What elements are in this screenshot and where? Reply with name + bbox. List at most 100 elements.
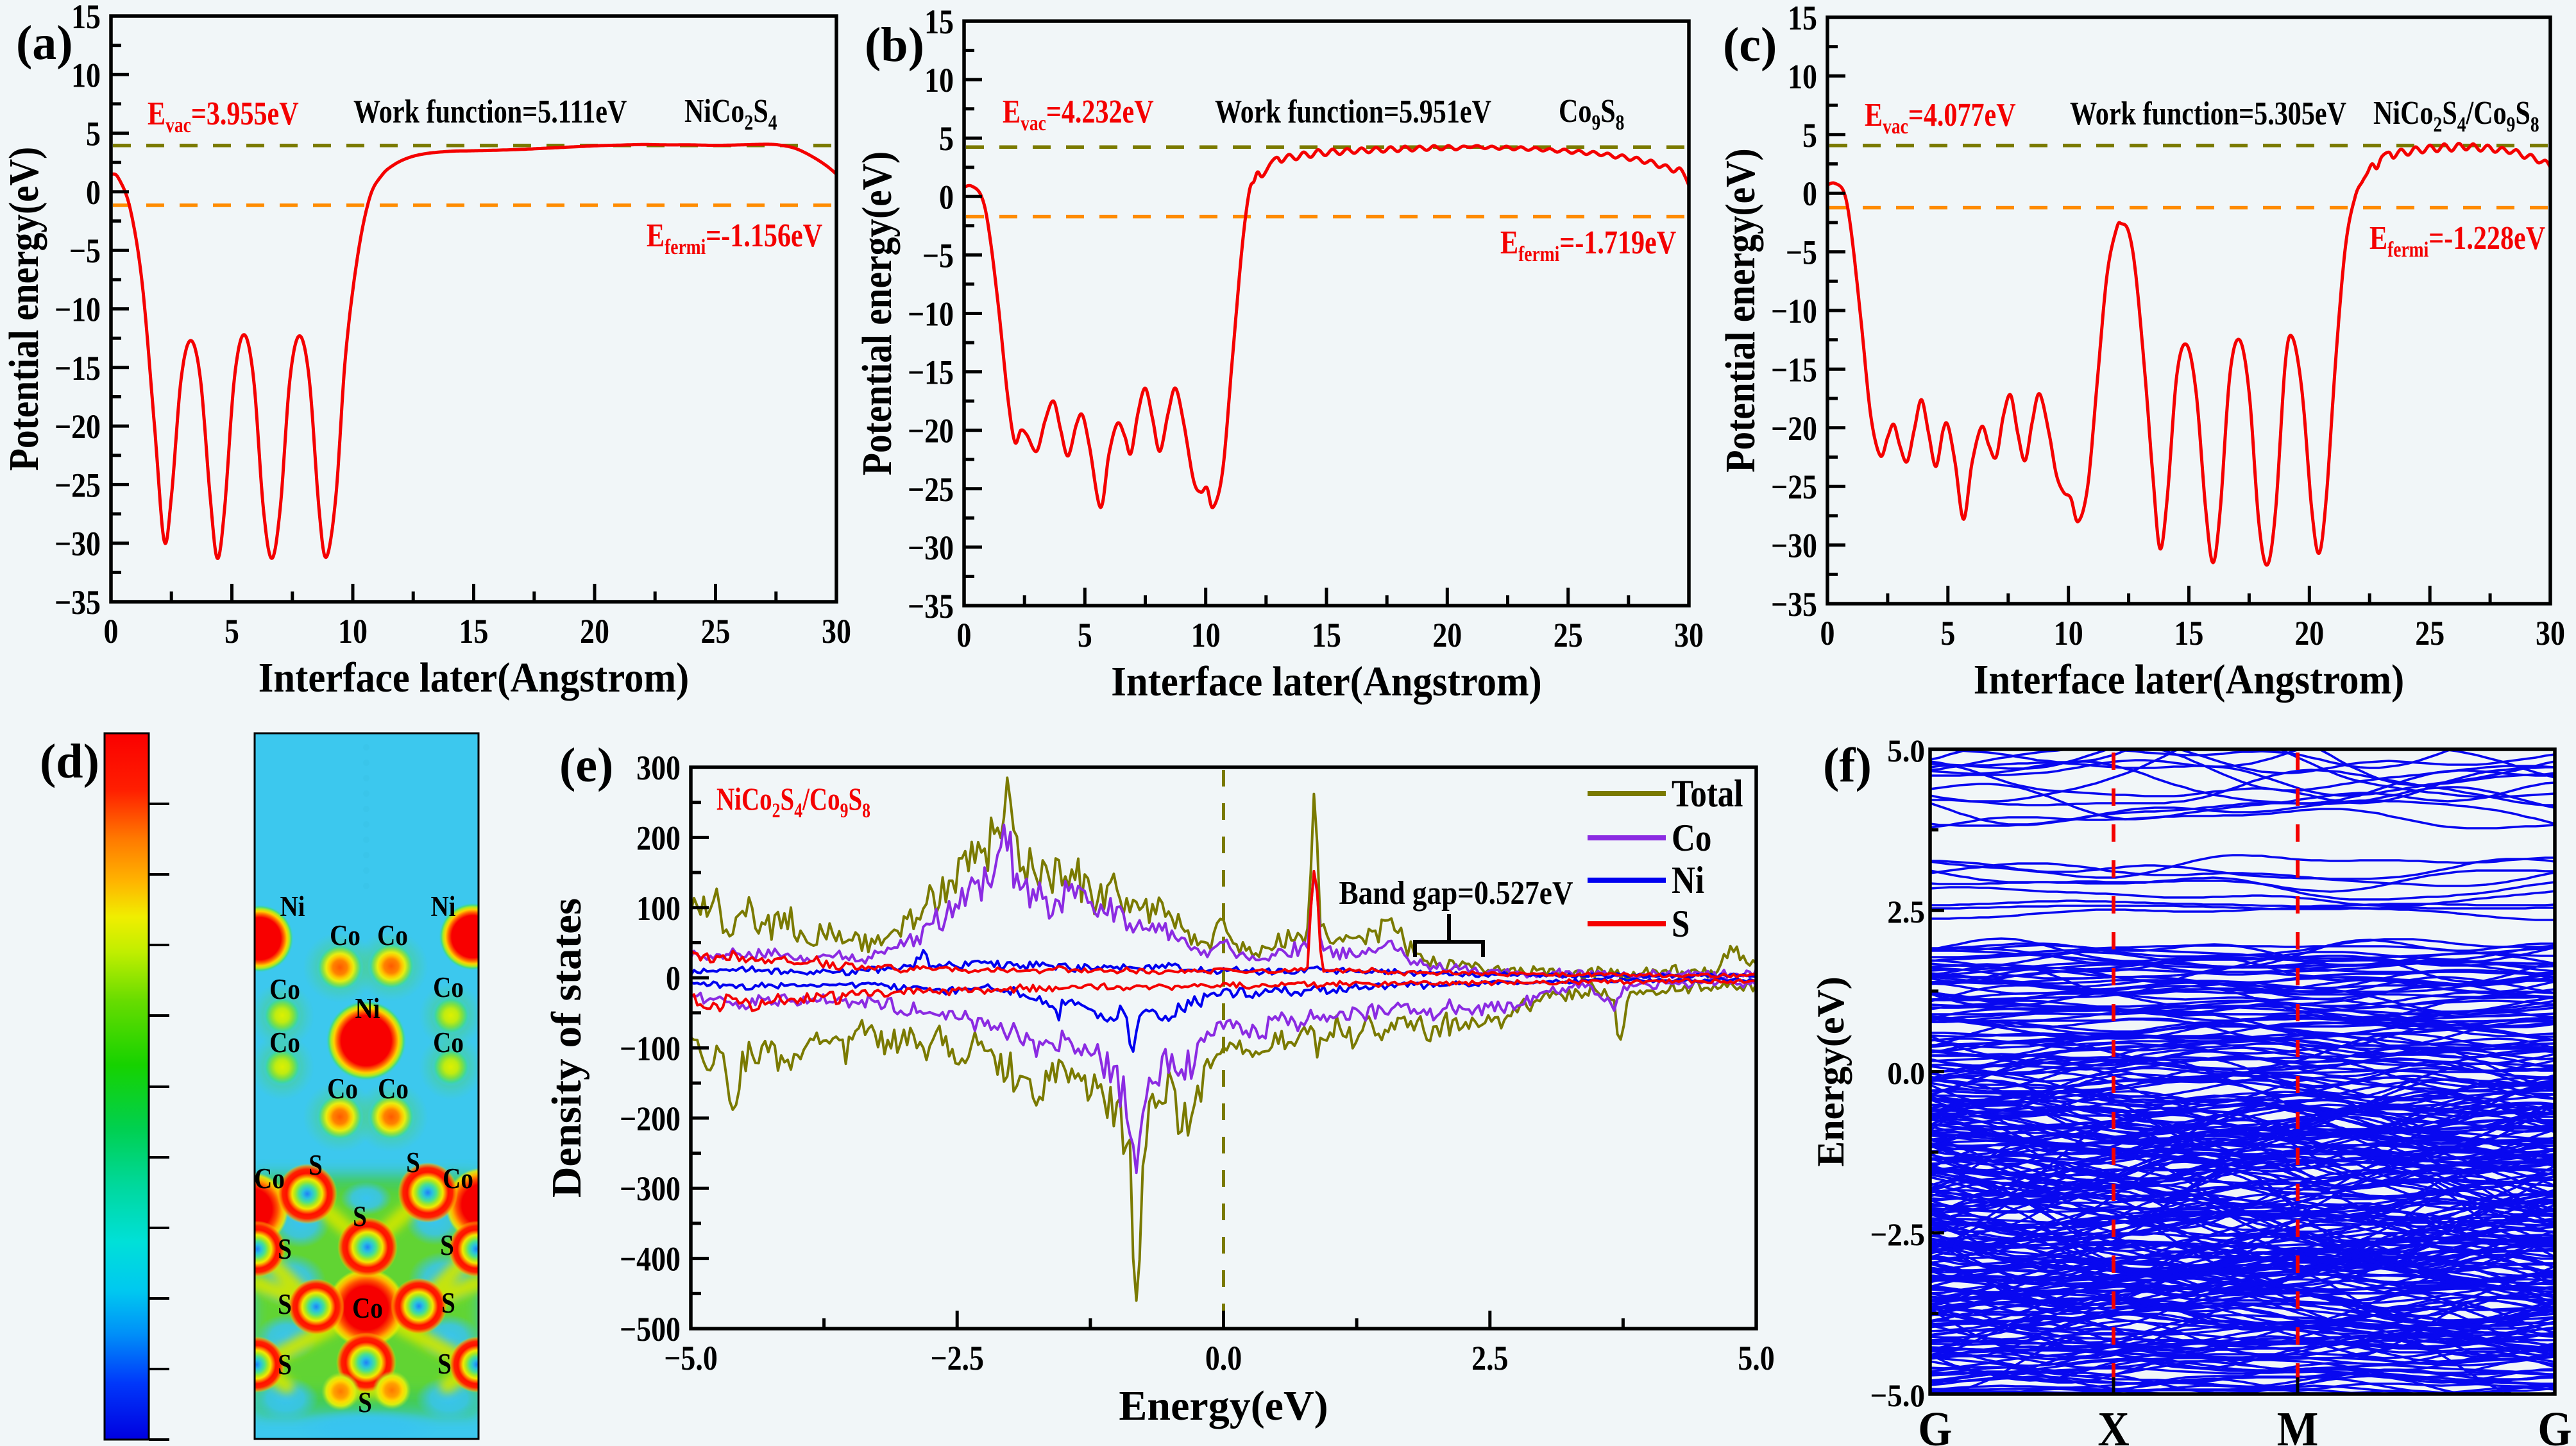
svg-text:Co: Co <box>327 1073 358 1105</box>
svg-text:(c): (c) <box>1723 18 1777 72</box>
svg-text:Energy(eV): Energy(eV) <box>1119 1382 1328 1429</box>
svg-text:−20: −20 <box>55 407 101 446</box>
svg-text:0: 0 <box>666 959 681 998</box>
svg-text:−30: −30 <box>908 528 954 566</box>
svg-text:−5.0: −5.0 <box>1870 1379 1925 1414</box>
svg-text:20: 20 <box>2294 614 2324 652</box>
svg-text:10: 10 <box>924 61 954 99</box>
svg-text:−5: −5 <box>922 236 954 275</box>
svg-text:X: X <box>2097 1402 2129 1446</box>
svg-text:−5: −5 <box>1786 233 1817 271</box>
svg-text:0: 0 <box>939 178 954 216</box>
svg-text:Co: Co <box>269 973 300 1006</box>
svg-text:5: 5 <box>1078 616 1092 654</box>
svg-text:Co: Co <box>433 1026 464 1059</box>
svg-text:S: S <box>358 1386 372 1419</box>
svg-text:Band gap=0.527eV: Band gap=0.527eV <box>1339 874 1573 912</box>
svg-text:−10: −10 <box>908 294 954 333</box>
svg-text:−25: −25 <box>55 466 101 504</box>
svg-text:15: 15 <box>924 3 954 41</box>
svg-text:5.0: 5.0 <box>1738 1339 1774 1377</box>
svg-text:Ni: Ni <box>355 992 380 1025</box>
svg-text:Co: Co <box>433 971 464 1004</box>
svg-text:10: 10 <box>2054 614 2083 652</box>
svg-text:−15: −15 <box>1771 350 1817 389</box>
svg-text:0: 0 <box>86 173 101 211</box>
svg-text:10: 10 <box>338 612 368 651</box>
svg-text:15: 15 <box>2174 614 2204 652</box>
svg-text:S: S <box>309 1149 323 1182</box>
svg-text:−2.5: −2.5 <box>930 1339 984 1377</box>
svg-text:−300: −300 <box>620 1170 681 1208</box>
svg-text:(f): (f) <box>1823 738 1872 792</box>
svg-text:Density of states: Density of states <box>544 898 590 1198</box>
svg-text:Evac=4.232eV: Evac=4.232eV <box>1003 94 1154 135</box>
svg-text:20: 20 <box>1432 616 1462 654</box>
svg-text:0.0: 0.0 <box>1887 1056 1925 1091</box>
svg-text:Energy(eV): Energy(eV) <box>1809 976 1852 1167</box>
svg-text:Evac=4.077eV: Evac=4.077eV <box>1865 97 2016 139</box>
svg-text:Evac=3.955eV: Evac=3.955eV <box>148 96 299 137</box>
svg-text:S: S <box>406 1146 420 1179</box>
svg-text:−100: −100 <box>620 1029 681 1067</box>
svg-text:0: 0 <box>104 612 119 651</box>
svg-text:10: 10 <box>1788 57 1817 96</box>
svg-text:−20: −20 <box>1771 409 1817 447</box>
svg-text:−35: −35 <box>908 587 954 625</box>
svg-text:−15: −15 <box>55 348 101 387</box>
svg-text:20: 20 <box>580 612 609 651</box>
svg-text:Potential energy(eV): Potential energy(eV) <box>1 147 47 471</box>
svg-text:S: S <box>278 1288 292 1321</box>
svg-text:2.5: 2.5 <box>1471 1339 1508 1377</box>
svg-text:−30: −30 <box>1771 526 1817 565</box>
svg-text:(a): (a) <box>16 16 73 70</box>
svg-text:15: 15 <box>459 612 489 651</box>
svg-text:5: 5 <box>86 114 101 153</box>
svg-text:−25: −25 <box>908 470 954 508</box>
svg-text:0: 0 <box>1820 614 1835 652</box>
svg-text:5: 5 <box>225 612 239 651</box>
svg-text:Efermi=-1.719eV: Efermi=-1.719eV <box>1500 225 1676 266</box>
svg-text:30: 30 <box>822 612 851 651</box>
svg-text:−200: −200 <box>620 1099 681 1137</box>
svg-text:(b): (b) <box>865 18 924 72</box>
svg-text:(e): (e) <box>559 738 613 792</box>
svg-text:Potential energy(eV): Potential energy(eV) <box>1717 148 1764 472</box>
svg-text:−15: −15 <box>908 353 954 391</box>
svg-text:5: 5 <box>1802 115 1817 154</box>
svg-text:NiCo2S4/Co9S8: NiCo2S4/Co9S8 <box>2373 95 2539 137</box>
svg-text:10: 10 <box>1191 616 1221 654</box>
svg-text:25: 25 <box>2415 614 2445 652</box>
svg-text:S: S <box>437 1348 452 1381</box>
svg-text:Co: Co <box>443 1162 473 1195</box>
svg-text:−25: −25 <box>1771 468 1817 506</box>
svg-text:M: M <box>2277 1402 2319 1446</box>
svg-text:−30: −30 <box>55 524 101 563</box>
svg-text:NiCo2S4/Co9S8: NiCo2S4/Co9S8 <box>716 781 870 822</box>
svg-text:NiCo2S4: NiCo2S4 <box>684 93 777 135</box>
svg-text:−35: −35 <box>55 583 101 622</box>
svg-text:15: 15 <box>71 0 101 36</box>
svg-text:−20: −20 <box>908 411 954 450</box>
svg-text:0: 0 <box>1802 174 1817 213</box>
svg-text:Co: Co <box>1672 817 1711 860</box>
svg-text:30: 30 <box>1674 616 1704 654</box>
svg-text:Work function=5.111eV: Work function=5.111eV <box>353 94 627 130</box>
svg-text:−5: −5 <box>69 232 101 270</box>
svg-text:10: 10 <box>71 56 101 94</box>
svg-text:−2.5: −2.5 <box>1870 1218 1925 1253</box>
svg-text:G: G <box>1918 1402 1952 1446</box>
svg-text:S: S <box>278 1348 292 1381</box>
svg-text:S: S <box>441 1287 455 1320</box>
svg-text:Interface later(Angstrom): Interface later(Angstrom) <box>258 654 690 701</box>
svg-text:Work function=5.951eV: Work function=5.951eV <box>1215 94 1491 130</box>
svg-text:S: S <box>353 1200 367 1233</box>
svg-text:Ni: Ni <box>1672 859 1704 902</box>
svg-text:Efermi=-1.228eV: Efermi=-1.228eV <box>2369 220 2545 262</box>
svg-text:−5.0: −5.0 <box>664 1339 718 1377</box>
svg-text:2.5: 2.5 <box>1887 895 1925 930</box>
svg-text:Interface later(Angstrom): Interface later(Angstrom) <box>1974 656 2405 703</box>
svg-text:S: S <box>278 1233 292 1266</box>
svg-text:(d): (d) <box>40 735 99 788</box>
svg-text:Co9S8: Co9S8 <box>1559 93 1624 135</box>
